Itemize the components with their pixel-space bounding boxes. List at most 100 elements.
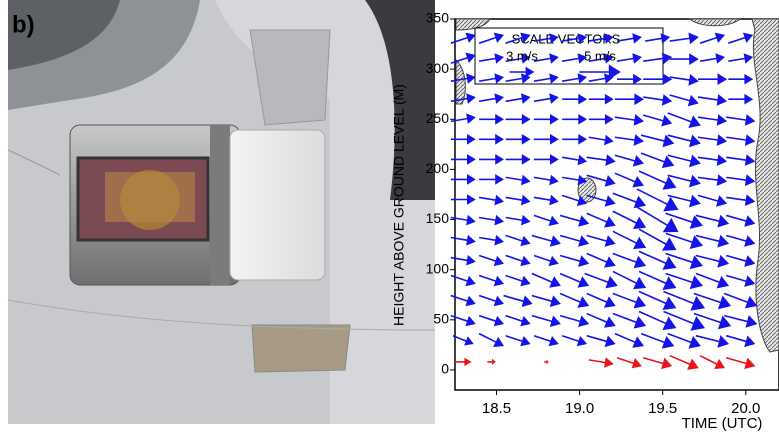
wind-vector [667, 154, 701, 168]
wind-vector [559, 272, 590, 288]
wind-vector [586, 312, 616, 328]
wind-vector [478, 332, 504, 347]
y-tick-label: 0 [441, 361, 449, 377]
wind-vector [667, 174, 701, 188]
wind-vector [617, 73, 642, 85]
wind-vector [638, 250, 677, 270]
wind-vector [586, 154, 616, 166]
wind-vector [478, 274, 504, 287]
y-tick-label: 100 [426, 260, 450, 276]
wind-vector [588, 357, 614, 368]
wind-vector [728, 73, 754, 85]
wind-vector [723, 292, 758, 309]
wind-vector [505, 274, 531, 287]
wind-vector [586, 292, 616, 308]
wind-vector [479, 53, 504, 64]
wind-vector [584, 272, 618, 289]
wind-vector [505, 335, 531, 347]
wind-vector [450, 255, 476, 266]
wind-vector [699, 32, 725, 44]
wind-vector [643, 114, 673, 127]
wind-vector [450, 234, 476, 246]
wind-vector [636, 206, 679, 233]
wind-vector [726, 134, 756, 146]
wind-vector [533, 174, 559, 186]
y-axis-label: HEIGHT ABOVE GROUND LEVEL (M) [391, 84, 407, 326]
wind-vector [726, 234, 756, 247]
wind-vector [695, 334, 730, 348]
wind-vector [505, 134, 531, 145]
wind-vector [478, 294, 504, 307]
wind-vector [665, 252, 703, 270]
wind-vector [505, 254, 531, 267]
wind-vector [638, 270, 677, 290]
wind-vector [640, 134, 675, 148]
wind-vector [562, 134, 588, 145]
y-tick-label: 350 [426, 10, 450, 26]
wind-vector [505, 53, 531, 64]
x-tick-label: 19.0 [565, 400, 594, 417]
wind-vector [450, 32, 476, 44]
wind-vector [562, 33, 588, 44]
wind-vector [533, 194, 559, 206]
wind-vector [665, 272, 703, 290]
wind-vector [450, 93, 476, 104]
wind-vector [478, 314, 504, 327]
x-axis-label: TIME (UTC) [682, 415, 763, 432]
wind-vector [503, 294, 533, 307]
wind-vector [505, 194, 531, 206]
wind-vector [531, 314, 561, 327]
wind-vector [479, 134, 504, 145]
wind-vector [612, 230, 647, 250]
wind-vector [728, 93, 754, 105]
wind-vector [699, 355, 725, 369]
wind-vector [665, 232, 703, 249]
wind-vector [559, 292, 590, 308]
wind-vector [533, 154, 559, 165]
wind-vector [479, 194, 504, 206]
wind-vector [693, 312, 732, 330]
wind-vector [588, 73, 614, 84]
wind-vector [726, 214, 756, 227]
wind-vector [533, 93, 559, 104]
wind-vector [697, 134, 728, 146]
wind-vector [663, 290, 705, 311]
wind-vector [612, 312, 647, 329]
legend-box [474, 27, 664, 85]
wind-vector [616, 33, 642, 44]
wind-vector [614, 114, 644, 126]
wind-vector [533, 53, 559, 64]
wind-vector [559, 234, 590, 247]
wind-vector [643, 94, 673, 106]
wind-vector [479, 93, 504, 104]
wind-vector [616, 357, 642, 369]
legend-label: 3 m/s [506, 48, 538, 63]
wind-vector [505, 93, 531, 104]
wind-vector [452, 335, 474, 346]
wind-vector [588, 134, 614, 146]
wind-vector [562, 53, 588, 64]
wind-vector [612, 292, 647, 309]
wind-vector [505, 174, 531, 186]
wind-vector [588, 33, 614, 44]
wind-vector [698, 73, 728, 85]
wind-vector [724, 314, 758, 328]
wind-vector [669, 53, 699, 65]
no-data-region [455, 58, 466, 105]
wind-vector [614, 154, 644, 167]
wind-vector [638, 310, 677, 331]
y-tick-label: 150 [426, 210, 450, 226]
panel-label: b) [12, 11, 35, 38]
wind-vector [697, 114, 728, 126]
wind-vector [669, 355, 699, 370]
y-tick-label: 300 [426, 60, 450, 76]
wind-vector [450, 73, 476, 84]
wind-vector [612, 252, 647, 269]
wind-vector [586, 252, 616, 268]
wind-vector [697, 154, 728, 166]
wind-vector [669, 74, 699, 86]
wind-vector [693, 292, 732, 310]
wind-vector [614, 134, 644, 146]
x-tick-label: 18.5 [482, 400, 511, 417]
wind-vector [726, 334, 756, 348]
